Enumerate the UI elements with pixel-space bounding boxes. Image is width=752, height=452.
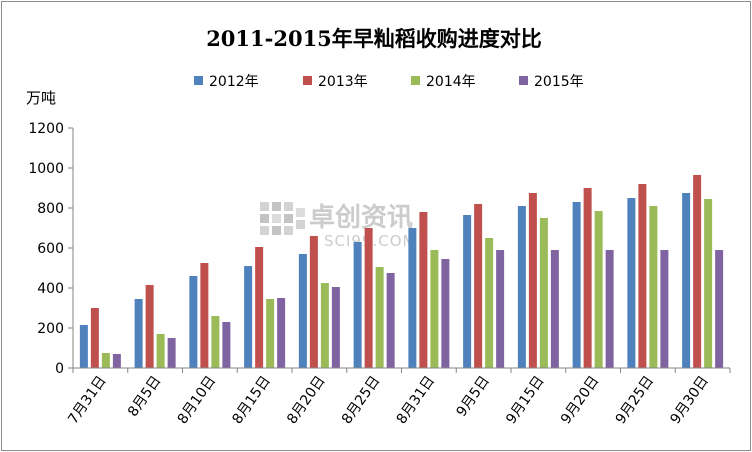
legend-label: 2013年 (318, 74, 368, 90)
bar-2012年-8月10日 (189, 276, 198, 368)
bar-2015年-9月5日 (496, 250, 505, 368)
x-tick-label: 9月25日 (613, 373, 658, 427)
bar-2014年-8月15日 (266, 299, 275, 368)
bar-2013年-9月20日 (583, 188, 592, 368)
x-tick-label: 8月10日 (175, 373, 220, 427)
bar-2015年-9月30日 (715, 250, 724, 368)
x-tick-label: 8月31日 (394, 373, 439, 427)
bar-2012年-8月15日 (244, 266, 253, 368)
x-tick-label: 9月5日 (454, 373, 493, 420)
legend-label: 2015年 (534, 74, 584, 90)
watermark-logo-icon (260, 202, 305, 235)
bar-2015年-8月20日 (331, 287, 340, 368)
legend-label: 2014年 (426, 74, 476, 90)
bar-2013年-8月15日 (255, 247, 264, 368)
bar-2014年-9月15日 (539, 218, 548, 368)
bar-2013年-9月30日 (693, 175, 702, 368)
x-tick-label: 8月5日 (125, 373, 164, 420)
bar-2012年-8月31日 (408, 228, 417, 368)
bar-2014年-8月20日 (320, 283, 329, 368)
bar-2013年-8月31日 (419, 212, 428, 368)
bar-2015年-8月5日 (167, 338, 176, 368)
legend: 2012年 2013年 2014年 2015年 (194, 74, 584, 90)
bar-2013年-9月5日 (474, 204, 483, 368)
bar-2012年-7月31日 (79, 325, 88, 368)
x-tick-label: 8月20日 (284, 373, 329, 427)
bar-2013年-9月25日 (638, 184, 647, 368)
x-tick-label: 9月20日 (558, 373, 603, 427)
y-tick-label: 200 (37, 321, 64, 337)
x-tick-label: 7月31日 (65, 373, 110, 427)
watermark: 卓创资讯 SCI99.COM (260, 202, 416, 250)
legend-swatch (194, 76, 203, 85)
bar-2015年-9月25日 (660, 250, 669, 368)
x-tick-label: 8月15日 (229, 373, 274, 427)
bar-2012年-8月25日 (353, 242, 362, 368)
y-tick-label: 600 (37, 241, 64, 257)
bar-2013年-9月15日 (528, 193, 537, 368)
x-tick-label: 8月25日 (339, 373, 384, 427)
legend-swatch (411, 76, 420, 85)
bar-2012年-9月15日 (517, 206, 526, 368)
bar-2013年-7月31日 (90, 308, 99, 368)
bar-2013年-8月20日 (309, 236, 318, 368)
y-tick-label: 400 (37, 281, 64, 297)
plot-area (79, 175, 724, 368)
bar-2014年-8月25日 (375, 267, 384, 368)
legend-label: 2012年 (209, 74, 259, 90)
x-tick-label: 9月15日 (503, 373, 548, 427)
legend-swatch (303, 76, 312, 85)
y-tick-label: 800 (37, 201, 64, 217)
bar-2012年-9月25日 (627, 198, 636, 368)
bar-2015年-8月31日 (441, 259, 450, 368)
bar-2012年-9月20日 (572, 202, 581, 368)
bar-2012年-9月30日 (682, 193, 691, 368)
bar-2013年-8月10日 (200, 263, 209, 368)
bar-2012年-9月5日 (463, 215, 472, 368)
y-tick-label: 0 (55, 361, 64, 377)
bar-2014年-9月20日 (594, 211, 603, 368)
bar-2015年-8月15日 (277, 298, 286, 368)
y-tick-label: 1200 (28, 121, 64, 137)
y-axis-unit: 万吨 (26, 89, 56, 107)
bar-2015年-8月25日 (386, 273, 395, 368)
watermark-text: 卓创资讯 (309, 203, 413, 233)
bar-2013年-8月5日 (145, 285, 154, 368)
bar-2015年-9月20日 (605, 250, 614, 368)
legend-swatch (519, 76, 528, 85)
bar-2012年-8月5日 (134, 299, 143, 368)
bar-2013年-8月25日 (364, 228, 373, 368)
bar-2015年-9月15日 (550, 250, 559, 368)
bar-2014年-7月31日 (101, 353, 110, 368)
bar-2014年-8月10日 (211, 316, 220, 368)
y-tick-label: 1000 (28, 161, 64, 177)
bar-2014年-8月5日 (156, 334, 165, 368)
chart-title: 2011-2015年早籼稻收购进度对比 (206, 26, 542, 51)
bar-2014年-9月5日 (485, 238, 494, 368)
bar-2015年-7月31日 (112, 354, 121, 368)
bar-2014年-8月31日 (430, 250, 439, 368)
bar-2015年-8月10日 (222, 322, 231, 368)
bar-2012年-8月20日 (298, 254, 307, 368)
x-tick-label: 9月30日 (667, 373, 712, 427)
bar-2014年-9月30日 (704, 199, 713, 368)
bar-2014年-9月25日 (649, 206, 658, 368)
